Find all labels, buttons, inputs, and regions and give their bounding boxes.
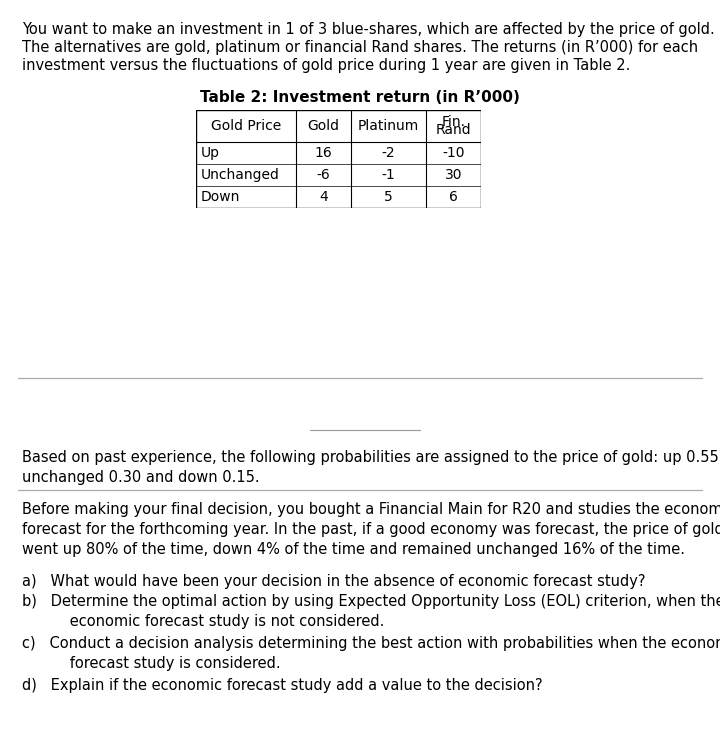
- Text: c)   Conduct a decision analysis determining the best action with probabilities : c) Conduct a decision analysis determini…: [22, 636, 720, 651]
- Text: -1: -1: [382, 168, 395, 182]
- Text: Platinum: Platinum: [358, 119, 419, 133]
- Text: a)   What would have been your decision in the absence of economic forecast stud: a) What would have been your decision in…: [22, 574, 646, 589]
- Text: 30: 30: [445, 168, 462, 182]
- Text: 16: 16: [315, 146, 333, 160]
- Text: forecast study is considered.: forecast study is considered.: [42, 656, 281, 671]
- Text: Up: Up: [201, 146, 220, 160]
- Text: Rand: Rand: [436, 123, 472, 137]
- Text: Gold Price: Gold Price: [211, 119, 281, 133]
- Text: economic forecast study is not considered.: economic forecast study is not considere…: [42, 614, 384, 629]
- Text: forecast for the forthcoming year. In the past, if a good economy was forecast, : forecast for the forthcoming year. In th…: [22, 522, 720, 537]
- Text: b)   Determine the optimal action by using Expected Opportunity Loss (EOL) crite: b) Determine the optimal action by using…: [22, 594, 720, 609]
- Text: d)   Explain if the economic forecast study add a value to the decision?: d) Explain if the economic forecast stud…: [22, 678, 543, 693]
- Text: Unchanged: Unchanged: [201, 168, 280, 182]
- Text: Gold: Gold: [307, 119, 340, 133]
- Text: 5: 5: [384, 190, 393, 204]
- Text: Fin.: Fin.: [441, 115, 466, 129]
- Text: went up 80% of the time, down 4% of the time and remained unchanged 16% of the t: went up 80% of the time, down 4% of the …: [22, 542, 685, 557]
- Text: -10: -10: [442, 146, 464, 160]
- Text: -6: -6: [317, 168, 330, 182]
- Text: unchanged 0.30 and down 0.15.: unchanged 0.30 and down 0.15.: [22, 470, 260, 485]
- Text: 4: 4: [319, 190, 328, 204]
- Text: -2: -2: [382, 146, 395, 160]
- Text: You want to make an investment in 1 of 3 blue-shares, which are affected by the : You want to make an investment in 1 of 3…: [22, 22, 715, 37]
- Text: investment versus the fluctuations of gold price during 1 year are given in Tabl: investment versus the fluctuations of go…: [22, 58, 631, 73]
- Text: Down: Down: [201, 190, 240, 204]
- Text: Before making your final decision, you bought a Financial Main for R20 and studi: Before making your final decision, you b…: [22, 502, 720, 517]
- Text: The alternatives are gold, platinum or financial Rand shares. The returns (in R’: The alternatives are gold, platinum or f…: [22, 40, 698, 55]
- Text: Table 2: Investment return (in R’000): Table 2: Investment return (in R’000): [200, 90, 520, 105]
- Text: 6: 6: [449, 190, 458, 204]
- Text: Based on past experience, the following probabilities are assigned to the price : Based on past experience, the following …: [22, 450, 720, 465]
